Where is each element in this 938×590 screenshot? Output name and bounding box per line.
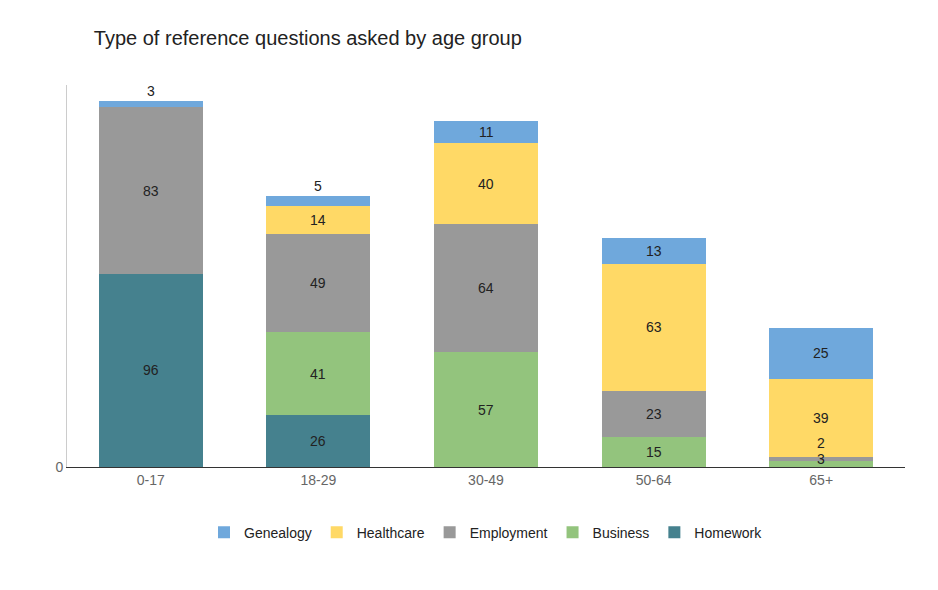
svg-text:15: 15	[646, 444, 662, 460]
svg-text:49: 49	[310, 275, 326, 291]
svg-text:65+: 65+	[809, 472, 833, 488]
svg-text:Homework: Homework	[694, 525, 762, 541]
svg-text:0-17: 0-17	[137, 472, 165, 488]
svg-text:Genealogy: Genealogy	[244, 525, 312, 541]
svg-text:3: 3	[147, 83, 155, 99]
svg-text:5: 5	[314, 178, 322, 194]
svg-text:57: 57	[478, 402, 494, 418]
svg-text:41: 41	[310, 366, 326, 382]
svg-text:3: 3	[817, 451, 825, 467]
svg-text:39: 39	[813, 410, 829, 426]
svg-text:13: 13	[646, 243, 662, 259]
svg-text:Type of reference questions as: Type of reference questions asked by age…	[94, 27, 522, 49]
svg-text:23: 23	[646, 406, 662, 422]
svg-text:Healthcare: Healthcare	[357, 525, 425, 541]
svg-text:18-29: 18-29	[300, 472, 336, 488]
svg-text:2: 2	[817, 435, 825, 451]
svg-text:50-64: 50-64	[636, 472, 672, 488]
svg-text:11: 11	[479, 124, 494, 140]
svg-text:14: 14	[310, 212, 326, 228]
svg-text:64: 64	[478, 280, 494, 296]
svg-text:63: 63	[646, 319, 662, 335]
svg-text:26: 26	[310, 433, 326, 449]
svg-text:40: 40	[478, 176, 494, 192]
svg-text:30-49: 30-49	[468, 472, 504, 488]
svg-text:96: 96	[143, 362, 159, 378]
svg-text:25: 25	[813, 345, 829, 361]
svg-text:0: 0	[55, 459, 63, 475]
svg-text:Employment: Employment	[470, 525, 548, 541]
svg-text:83: 83	[143, 183, 159, 199]
svg-text:Business: Business	[593, 525, 650, 541]
